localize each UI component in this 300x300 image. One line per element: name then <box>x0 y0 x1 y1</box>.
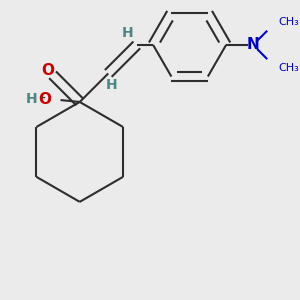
Text: -: - <box>40 92 45 106</box>
Text: H: H <box>105 78 117 92</box>
Text: CH₃: CH₃ <box>278 63 299 73</box>
Text: CH₃: CH₃ <box>278 17 299 27</box>
Text: H: H <box>122 26 133 40</box>
Text: H: H <box>26 92 38 106</box>
Text: O: O <box>41 62 54 77</box>
Text: O: O <box>38 92 51 106</box>
Text: N: N <box>247 38 260 52</box>
